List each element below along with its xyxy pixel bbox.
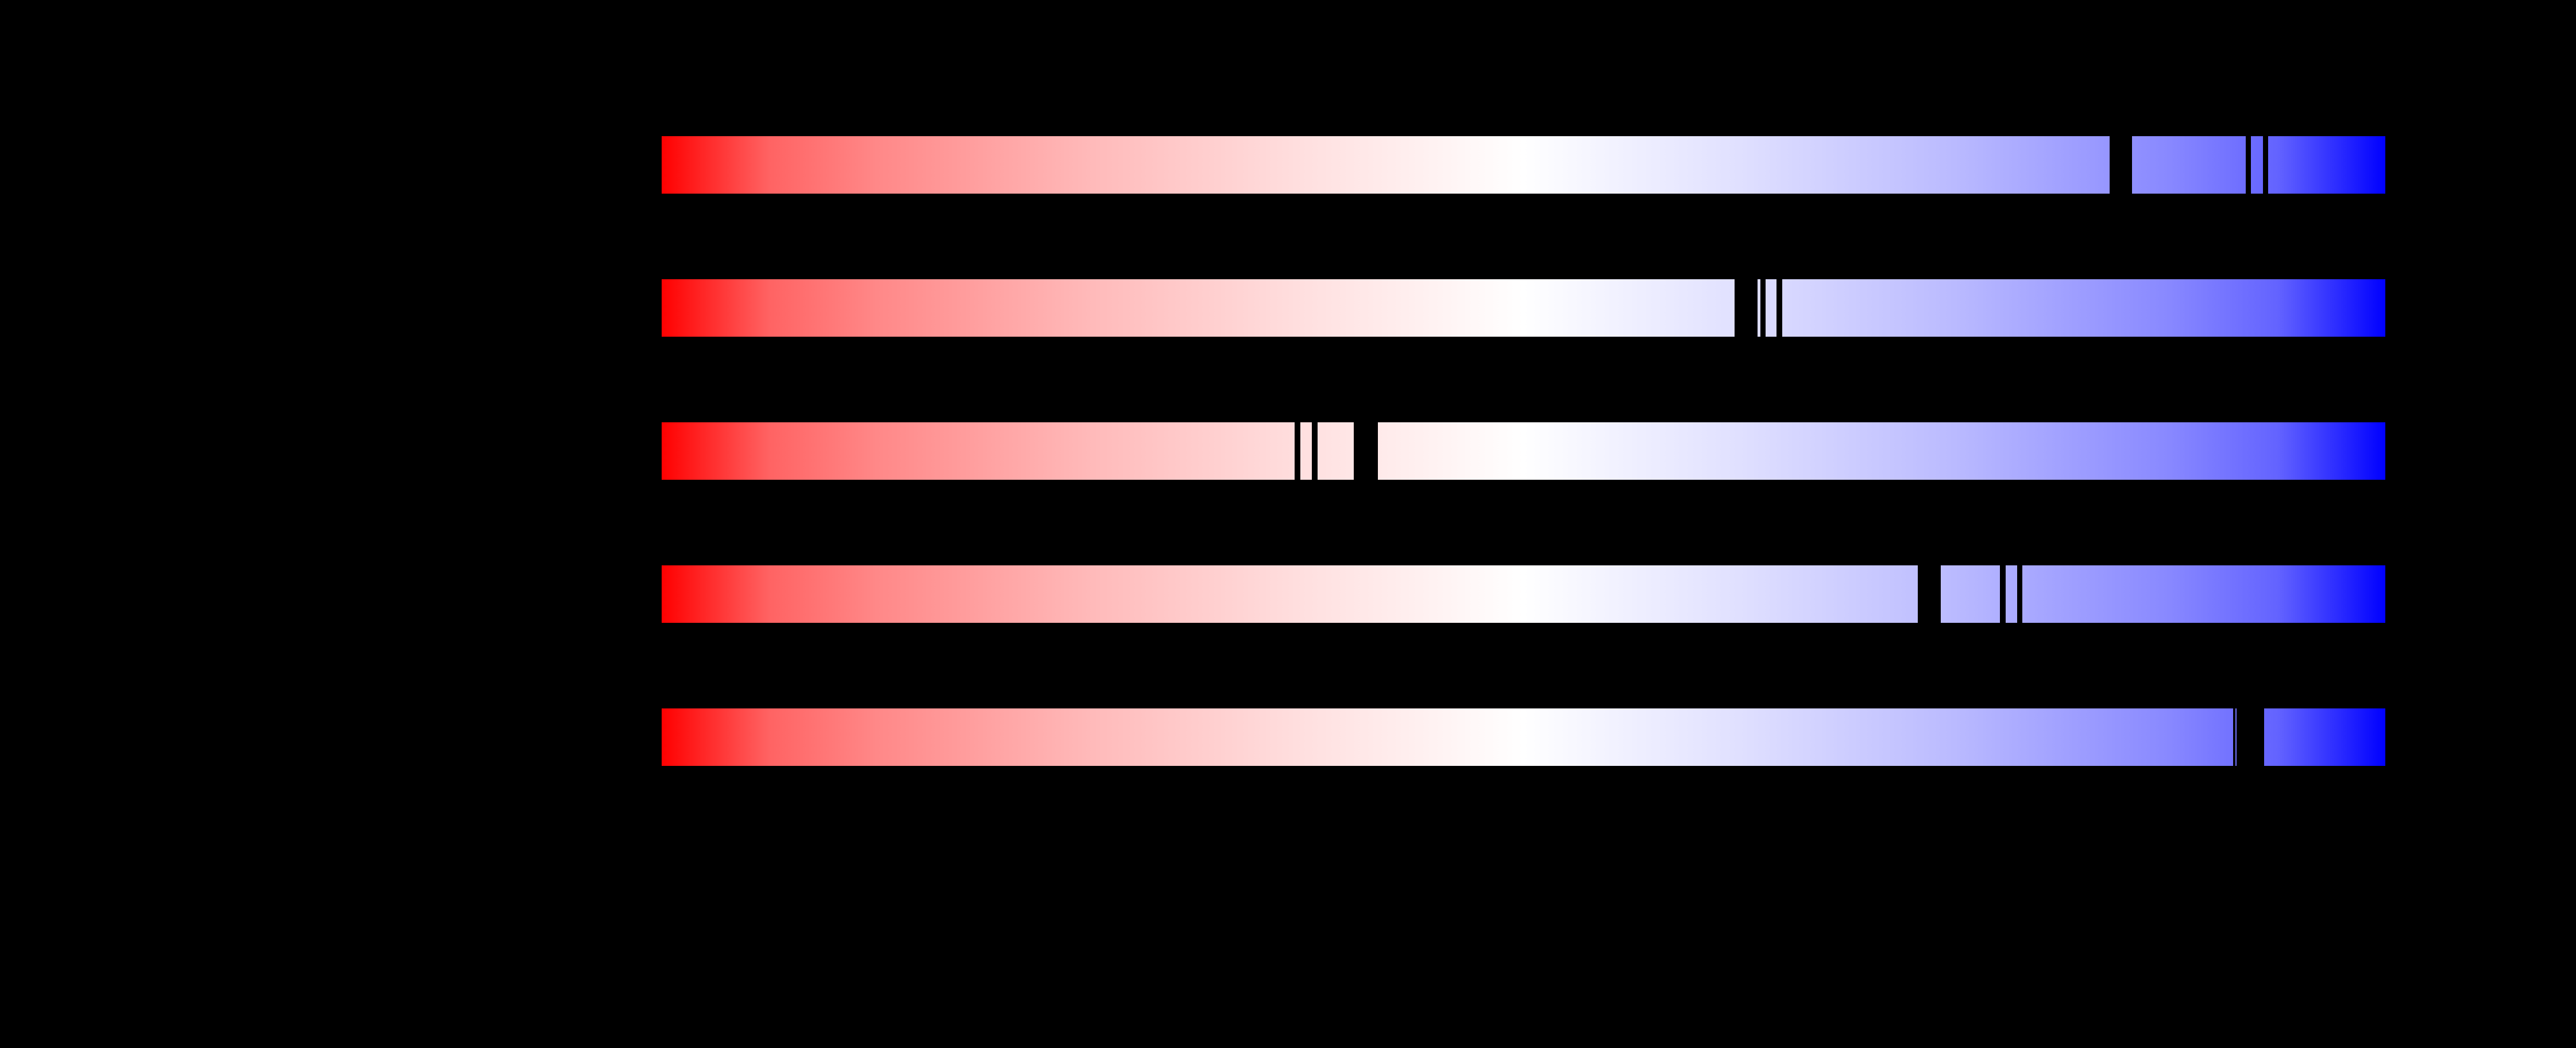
gradient-bar [662, 708, 2385, 766]
bar-notch-marker [1354, 422, 1378, 480]
gradient-bar [662, 136, 2385, 194]
bar-notch-marker [2000, 565, 2006, 623]
bar-notch-marker [2246, 136, 2251, 194]
gradient-bar [662, 422, 2385, 480]
bar-notch-marker [1735, 279, 1758, 337]
bar-notch-marker [1295, 422, 1300, 480]
bar-notch-marker [2110, 136, 2132, 194]
bar-notch-marker [1776, 279, 1782, 337]
bar-notch-marker [2233, 708, 2235, 766]
bar-notch-marker [2237, 708, 2264, 766]
bar-notch-marker [1312, 422, 1318, 480]
bar-notch-marker [2263, 136, 2268, 194]
bar-notch-marker [1760, 279, 1766, 337]
gradient-bar [662, 565, 2385, 623]
bar-notch-marker [1918, 565, 1941, 623]
gradient-bar [662, 279, 2385, 337]
bar-notch-marker [2017, 565, 2022, 623]
